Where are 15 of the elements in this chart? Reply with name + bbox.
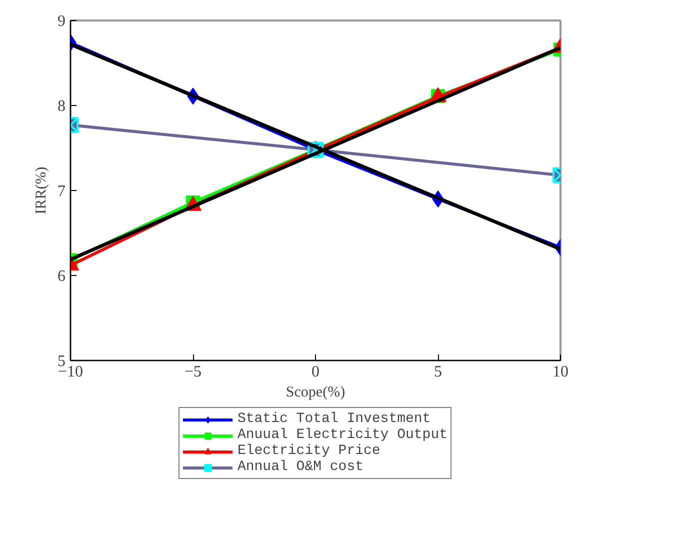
legend-label: Electricity Price <box>237 443 380 459</box>
y-tick-label: 5 <box>58 353 66 370</box>
legend-label: Anuual Electricity Output <box>237 427 448 443</box>
x-tick-label: 5 <box>434 364 442 380</box>
x-tick-label: 10 <box>552 364 568 380</box>
x-axis-title: Scope(%) <box>286 384 346 400</box>
y-axis-title: IRR(%) <box>34 166 50 214</box>
y-tick-label: 6 <box>58 268 66 285</box>
y-tick-label: 7 <box>58 183 66 200</box>
x-tick-label: −5 <box>184 364 202 380</box>
y-tick-label: 8 <box>58 98 66 115</box>
x-tick-label: 0 <box>312 364 320 380</box>
legend-label: Annual O&M cost <box>237 459 364 475</box>
y-tick-label: 9 <box>58 13 66 30</box>
legend-label: Static Total Investment <box>237 411 431 427</box>
